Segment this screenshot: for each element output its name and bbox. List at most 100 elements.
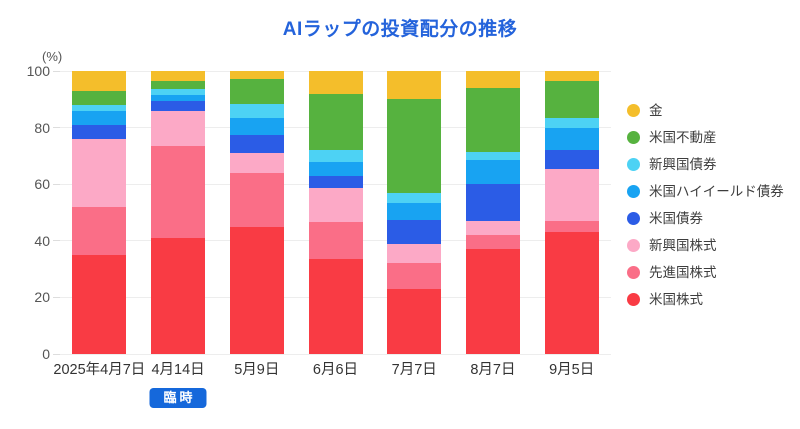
bar-segment-新興国債券[interactable] <box>544 117 599 128</box>
bar-segment-新興国債券[interactable] <box>229 103 284 118</box>
bar-segment-新興国株式[interactable] <box>465 220 520 236</box>
bar-segment-新興国株式[interactable] <box>544 168 599 221</box>
bar-segment-新興国株式[interactable] <box>72 138 127 207</box>
bar-segment-金[interactable] <box>229 71 284 80</box>
x-tick-label-5月9日: 5月9日 <box>234 362 280 378</box>
bar-segment-米国債券[interactable] <box>544 150 599 169</box>
bar-segment-金[interactable] <box>465 71 520 88</box>
bar-segment-米国株式[interactable] <box>465 249 520 354</box>
bar-segment-米国ハイイールド債券[interactable] <box>465 160 520 185</box>
legend-item-新興国債券[interactable]: 新興国債券 <box>627 151 784 178</box>
legend-color-dot <box>627 212 640 225</box>
bar-segment-先進国株式[interactable] <box>72 206 127 255</box>
legend-item-米国株式[interactable]: 米国株式 <box>627 286 784 313</box>
bar-segment-米国不動産[interactable] <box>544 80 599 118</box>
legend-label: 米国株式 <box>649 291 703 307</box>
bar-5月9日[interactable] <box>229 71 284 354</box>
legend-label: 米国債券 <box>649 210 703 226</box>
bar-segment-米国債券[interactable] <box>465 184 520 221</box>
bar-7月7日[interactable] <box>387 71 442 354</box>
bar-8月7日[interactable] <box>465 71 520 354</box>
bar-6月6日[interactable] <box>308 71 363 354</box>
bar-segment-先進国株式[interactable] <box>387 263 442 289</box>
y-tick-label-40: 40 <box>34 232 50 249</box>
bar-segment-米国ハイイールド債券[interactable] <box>544 127 599 151</box>
bar-segment-米国債券[interactable] <box>308 175 363 189</box>
legend-item-米国不動産[interactable]: 米国不動産 <box>627 124 784 151</box>
bar-segment-米国ハイイールド債券[interactable] <box>387 202 442 220</box>
bar-segment-米国ハイイールド債券[interactable] <box>229 117 284 135</box>
bar-segment-新興国株式[interactable] <box>151 110 206 146</box>
legend-color-dot <box>627 293 640 306</box>
bar-segment-米国債券[interactable] <box>72 124 127 139</box>
bar-segment-先進国株式[interactable] <box>465 235 520 250</box>
bar-segment-米国債券[interactable] <box>387 219 442 244</box>
category-badge: 臨時 <box>149 388 207 408</box>
bar-segment-米国株式[interactable] <box>308 259 363 354</box>
bar-4月14日[interactable] <box>151 71 206 354</box>
bar-segment-米国不動産[interactable] <box>72 90 127 105</box>
legend-item-先進国株式[interactable]: 先進国株式 <box>627 259 784 286</box>
legend-color-dot <box>627 158 640 171</box>
y-tick-label-100: 100 <box>26 63 50 79</box>
bar-segment-金[interactable] <box>151 71 206 81</box>
chart-title: AIラップの投資配分の推移 <box>282 19 518 40</box>
legend-color-dot <box>627 131 640 144</box>
bar-segment-新興国債券[interactable] <box>465 151 520 161</box>
y-axis-tick-20 <box>53 296 60 298</box>
bar-segment-金[interactable] <box>72 71 127 91</box>
legend-label: 米国ハイイールド債券 <box>649 183 784 199</box>
x-tick-label-2025年4月7日: 2025年4月7日 <box>53 362 146 378</box>
bar-segment-米国債券[interactable] <box>229 134 284 154</box>
bar-segment-米国債券[interactable] <box>151 100 206 111</box>
y-axis-tick-40 <box>53 240 60 242</box>
bar-segment-米国株式[interactable] <box>387 288 442 354</box>
legend-item-米国債券[interactable]: 米国債券 <box>627 205 784 232</box>
bar-segment-米国ハイイールド債券[interactable] <box>72 110 127 125</box>
x-tick-label-4月14日: 4月14日 <box>151 362 205 378</box>
bar-segment-先進国株式[interactable] <box>151 145 206 238</box>
bar-segment-米国株式[interactable] <box>229 226 284 354</box>
x-tick-label-9月5日: 9月5日 <box>549 362 595 378</box>
bar-segment-新興国株式[interactable] <box>229 153 284 173</box>
bar-segment-米国株式[interactable] <box>151 237 206 354</box>
legend-label: 先進国株式 <box>649 264 717 280</box>
bar-segment-新興国債券[interactable] <box>308 150 363 162</box>
bar-segment-米国不動産[interactable] <box>151 80 206 90</box>
bar-segment-米国不動産[interactable] <box>387 99 442 193</box>
bar-segment-新興国株式[interactable] <box>387 243 442 264</box>
bar-segment-金[interactable] <box>544 71 599 81</box>
legend-item-金[interactable]: 金 <box>627 97 784 124</box>
bar-segment-米国ハイイールド債券[interactable] <box>308 161 363 176</box>
legend-color-dot <box>627 104 640 117</box>
legend-color-dot <box>627 239 640 252</box>
bar-segment-米国不動産[interactable] <box>465 87 520 152</box>
legend-label: 新興国株式 <box>649 237 717 253</box>
bar-segment-米国株式[interactable] <box>544 232 599 354</box>
x-tick-label-6月6日: 6月6日 <box>312 362 359 378</box>
bar-segment-新興国債券[interactable] <box>72 104 127 111</box>
bar-segment-米国ハイイールド債券[interactable] <box>151 95 206 101</box>
bar-segment-新興国債券[interactable] <box>387 192 442 203</box>
bar-segment-先進国株式[interactable] <box>229 172 284 227</box>
bar-9月5日[interactable] <box>544 71 599 354</box>
y-axis-tick-100 <box>53 70 60 72</box>
bar-segment-新興国株式[interactable] <box>308 188 363 223</box>
bar-segment-米国株式[interactable] <box>72 254 127 354</box>
bar-segment-先進国株式[interactable] <box>308 222 363 260</box>
bar-segment-米国不動産[interactable] <box>308 93 363 151</box>
bar-2025年4月7日[interactable] <box>72 71 127 354</box>
legend-color-dot <box>627 185 640 198</box>
bar-segment-先進国株式[interactable] <box>544 220 599 233</box>
bar-segment-新興国債券[interactable] <box>151 89 206 96</box>
bar-segment-米国不動産[interactable] <box>229 79 284 104</box>
y-tick-label-20: 20 <box>34 289 50 306</box>
legend-item-新興国株式[interactable]: 新興国株式 <box>627 232 784 259</box>
bar-segment-金[interactable] <box>308 71 363 94</box>
bar-segment-金[interactable] <box>387 71 442 100</box>
y-axis-unit-label: (%) <box>42 49 63 64</box>
legend-label: 米国不動産 <box>649 129 717 145</box>
x-tick-label-7月7日: 7月7日 <box>391 362 437 378</box>
y-axis-tick-0 <box>53 353 60 355</box>
legend-item-米国ハイイールド債券[interactable]: 米国ハイイールド債券 <box>627 178 784 205</box>
